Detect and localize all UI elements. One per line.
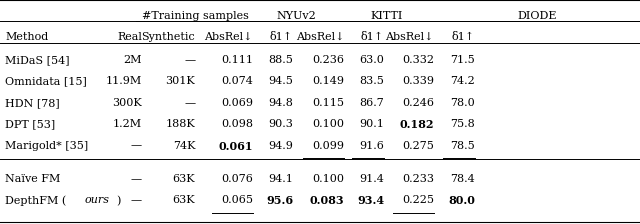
Text: 0.339: 0.339 [402,76,434,86]
Text: Omnidata [15]: Omnidata [15] [5,76,87,86]
Text: —: — [131,196,142,205]
Text: —: — [131,140,142,151]
Text: 91.4: 91.4 [359,174,384,184]
Text: 78.0: 78.0 [450,98,475,108]
Text: #Training samples: #Training samples [142,11,248,21]
Text: 0.246: 0.246 [402,98,434,108]
Text: 0.233: 0.233 [402,174,434,184]
Text: 0.100: 0.100 [312,119,344,129]
Text: 0.069: 0.069 [221,98,253,108]
Text: 300K: 300K [113,98,142,108]
Text: 83.5: 83.5 [359,76,384,86]
Text: DepthFM (: DepthFM ( [5,196,67,206]
Text: AbsRel↓: AbsRel↓ [204,32,253,42]
Text: MiDaS [54]: MiDaS [54] [5,55,70,65]
Text: 74.2: 74.2 [450,76,475,86]
Text: 1.2M: 1.2M [113,119,142,129]
Text: 0.065: 0.065 [221,196,253,205]
Text: AbsRel↓: AbsRel↓ [385,32,434,42]
Text: δ1↑: δ1↑ [270,32,293,42]
Text: 90.3: 90.3 [268,119,293,129]
Text: 0.236: 0.236 [312,55,344,65]
Text: 0.098: 0.098 [221,119,253,129]
Text: 0.182: 0.182 [399,119,434,130]
Text: 0.100: 0.100 [312,174,344,184]
Text: Real: Real [117,32,142,42]
Text: KITTI: KITTI [371,11,403,21]
Text: Synthetic: Synthetic [141,32,195,42]
Text: δ1↑: δ1↑ [361,32,384,42]
Text: 301K: 301K [166,76,195,86]
Text: 94.1: 94.1 [268,174,293,184]
Text: 0.076: 0.076 [221,174,253,184]
Text: Naïve FM: Naïve FM [5,174,61,184]
Text: Method: Method [5,32,49,42]
Text: 93.4: 93.4 [357,196,384,207]
Text: DIODE: DIODE [517,11,557,21]
Text: ): ) [116,196,121,206]
Text: 71.5: 71.5 [450,55,475,65]
Text: 88.5: 88.5 [268,55,293,65]
Text: 94.5: 94.5 [268,76,293,86]
Text: 95.6: 95.6 [266,196,293,207]
Text: δ1↑: δ1↑ [452,32,475,42]
Text: 0.074: 0.074 [221,76,253,86]
Text: 78.5: 78.5 [450,140,475,151]
Text: 0.099: 0.099 [312,140,344,151]
Text: 0.083: 0.083 [310,196,344,207]
Text: 80.0: 80.0 [448,196,475,207]
Text: HDN [78]: HDN [78] [5,98,60,108]
Text: 74K: 74K [173,140,195,151]
Text: —: — [184,98,195,108]
Text: Marigold* [35]: Marigold* [35] [5,140,88,151]
Text: AbsRel↓: AbsRel↓ [296,32,344,42]
Text: 78.4: 78.4 [450,174,475,184]
Text: 0.061: 0.061 [218,140,253,151]
Text: 0.111: 0.111 [221,55,253,65]
Text: 188K: 188K [166,119,195,129]
Text: DPT [53]: DPT [53] [5,119,56,129]
Text: 91.6: 91.6 [359,140,384,151]
Text: 63K: 63K [173,174,195,184]
Text: 63.0: 63.0 [359,55,384,65]
Text: NYUv2: NYUv2 [276,11,316,21]
Text: 94.8: 94.8 [268,98,293,108]
Text: 63K: 63K [173,196,195,205]
Text: 86.7: 86.7 [359,98,384,108]
Text: 0.225: 0.225 [402,196,434,205]
Text: 94.9: 94.9 [268,140,293,151]
Text: 0.275: 0.275 [402,140,434,151]
Text: 0.332: 0.332 [402,55,434,65]
Text: —: — [131,174,142,184]
Text: 90.1: 90.1 [359,119,384,129]
Text: 0.115: 0.115 [312,98,344,108]
Text: —: — [184,55,195,65]
Text: 11.9M: 11.9M [106,76,142,86]
Text: ours: ours [84,196,109,205]
Text: 2M: 2M [124,55,142,65]
Text: 0.149: 0.149 [312,76,344,86]
Text: 75.8: 75.8 [450,119,475,129]
